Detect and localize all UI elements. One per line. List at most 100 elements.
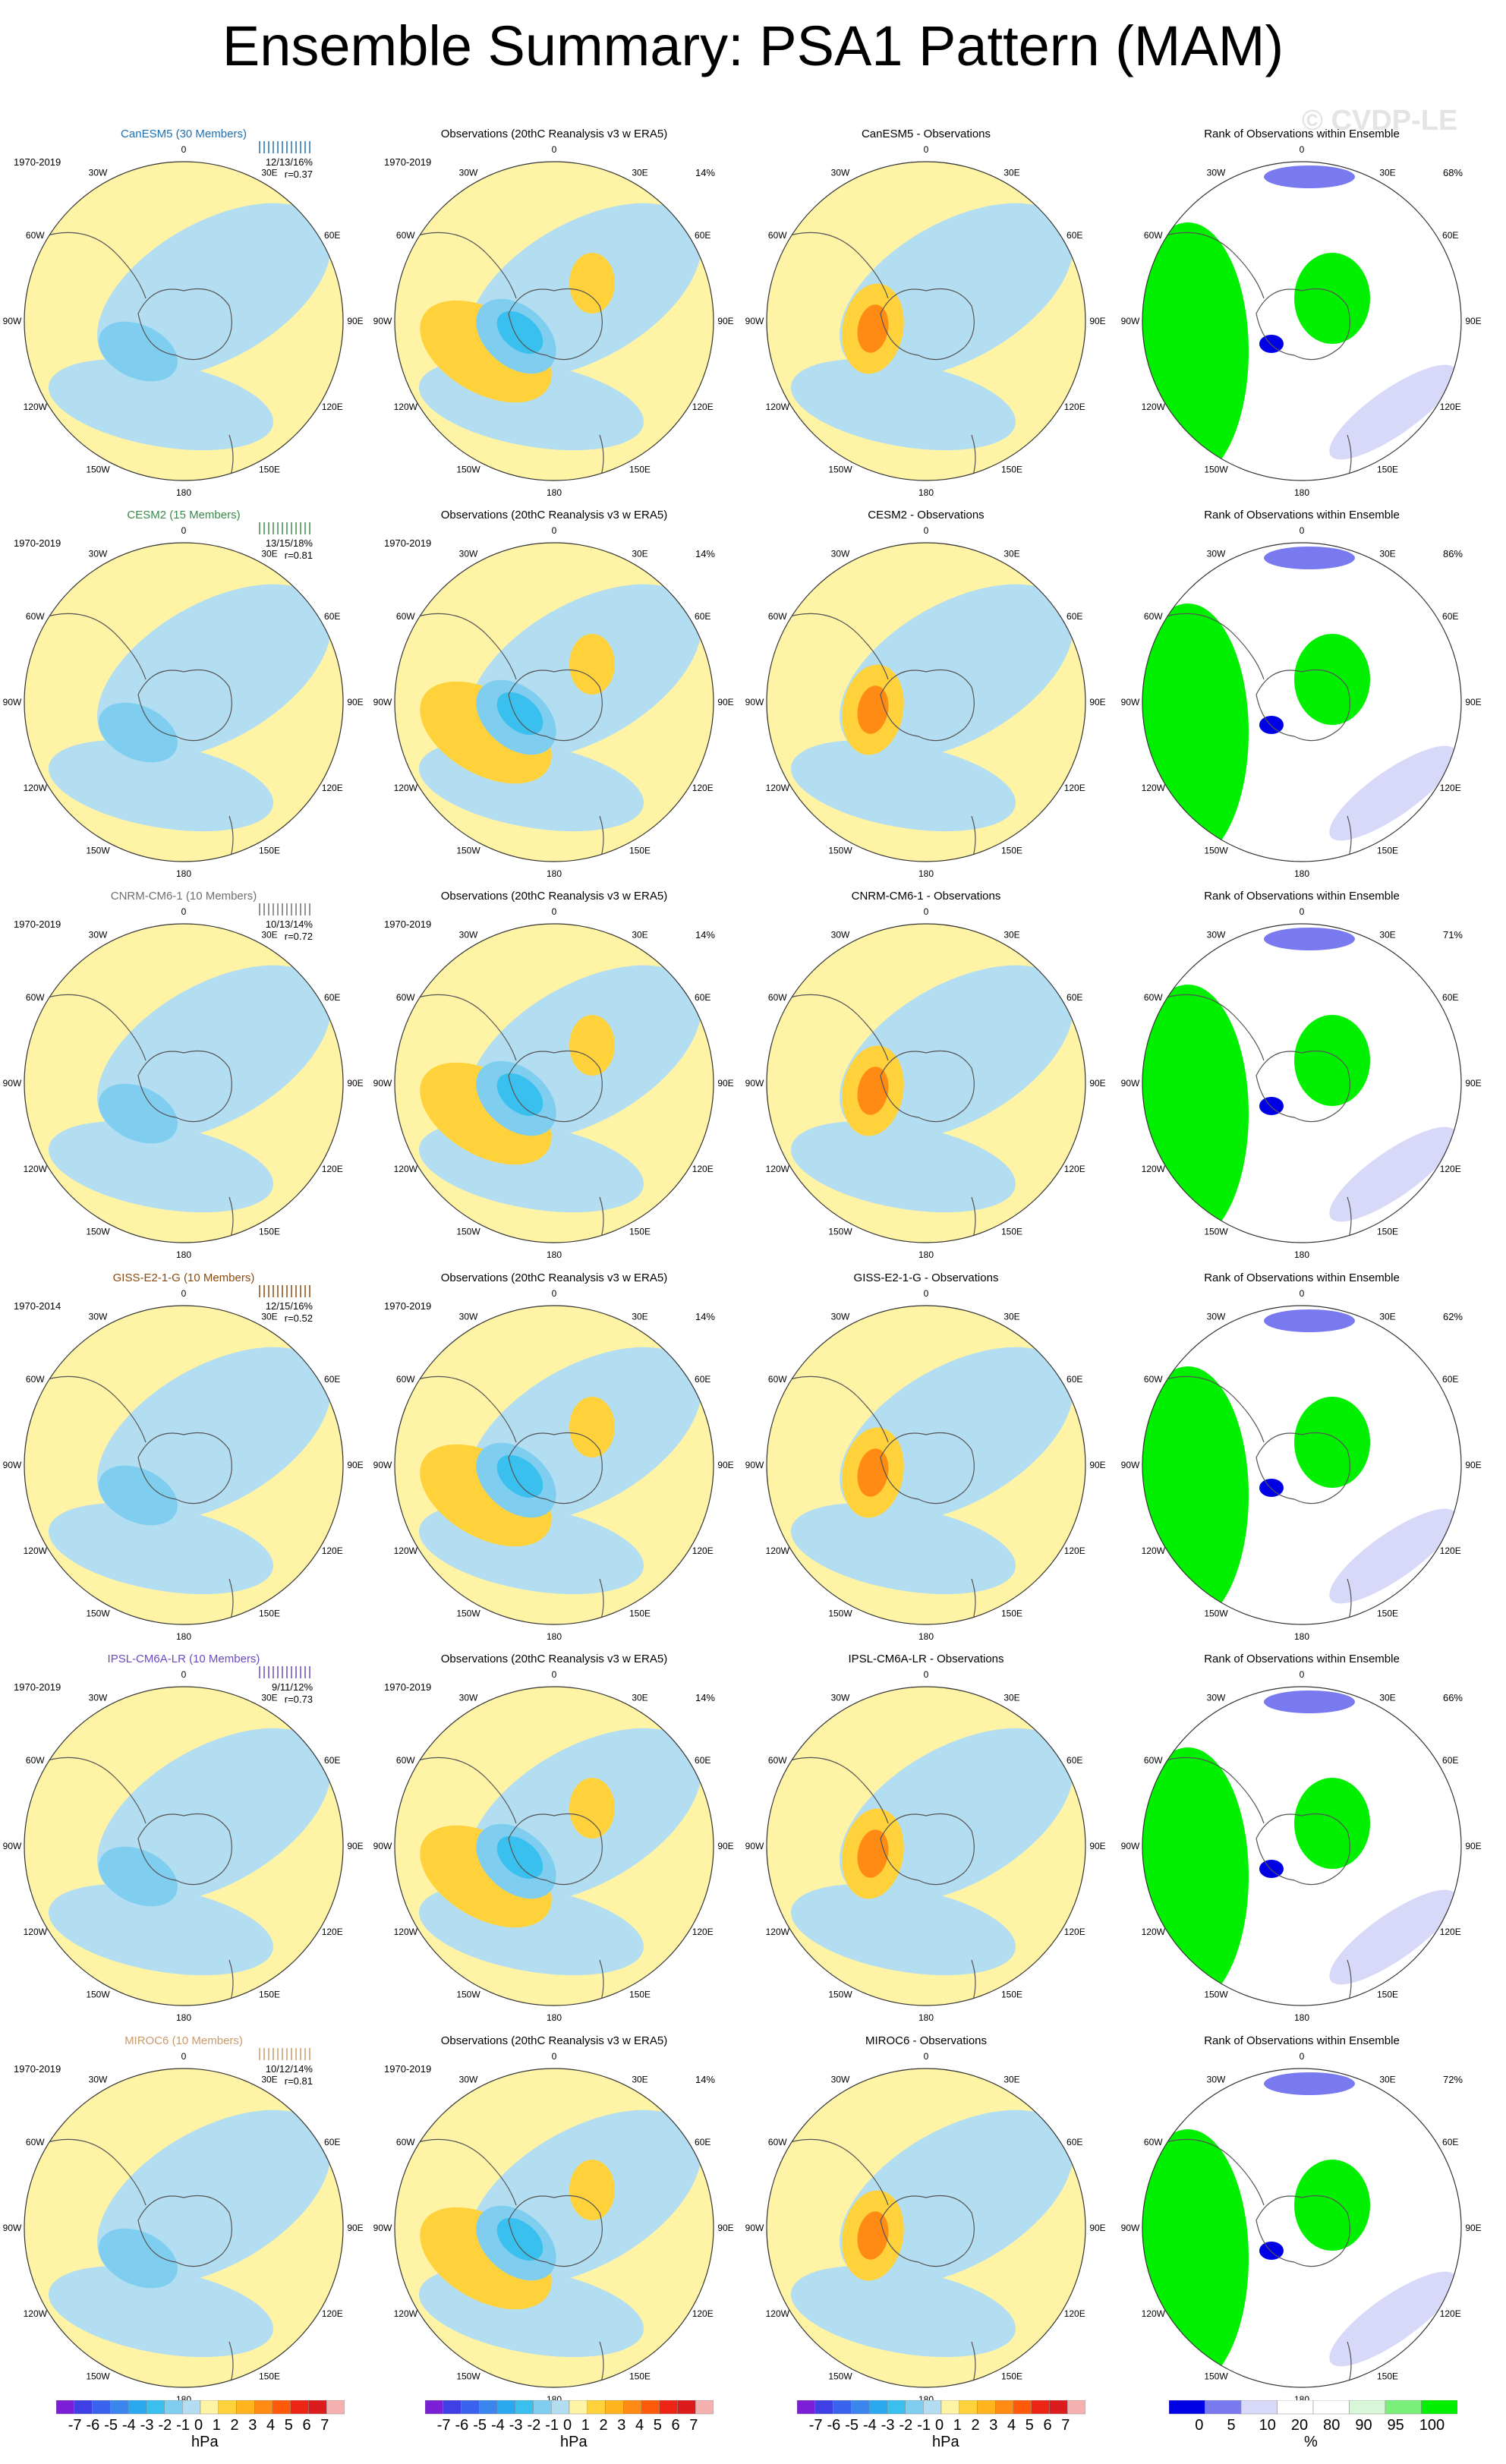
longitude-label: 150W — [456, 1227, 480, 1237]
colorbar-swatch — [796, 2399, 815, 2415]
negative-anomaly-core — [99, 1465, 178, 1526]
longitude-label: 60W — [768, 230, 787, 241]
longitude-label: 30W — [89, 548, 108, 559]
period-label: 1970-2019 — [14, 918, 61, 930]
rank-panel: 0 30E 60E 90E 120E 150E 180 150W 120W 90W 60W 30W Ra… — [1121, 128, 1482, 498]
antarctica-coastline — [1256, 669, 1350, 742]
longitude-label: 30W — [89, 2074, 108, 2084]
longitude-label: 180 — [918, 2012, 934, 2023]
longitude-label: 30E — [1379, 167, 1395, 178]
south-america-coastline — [781, 613, 889, 680]
period-label: 1970-2014 — [14, 1300, 61, 1312]
longitude-label: 180 — [918, 868, 934, 879]
colorbar-swatch — [677, 2399, 696, 2415]
longitude-label: 150E — [629, 2371, 651, 2382]
longitude-label: 60E — [1066, 611, 1082, 622]
longitude-label: 0 — [181, 2051, 187, 2062]
map-boundary — [24, 161, 344, 481]
watermark: © CVDP-LE — [1302, 105, 1458, 137]
longitude-label: 150E — [1001, 846, 1022, 856]
longitude-label: 120W — [766, 783, 790, 793]
longitude-label: 0 — [924, 1288, 929, 1299]
longitude-label: 120W — [24, 402, 48, 412]
colorbar-swatch — [851, 2399, 870, 2415]
longitude-label: 150E — [1001, 1990, 1022, 2000]
rank-low-region — [1329, 364, 1457, 460]
colorbar-tick-label: 0 — [563, 2417, 572, 2434]
longitude-label: 60W — [768, 2137, 787, 2147]
difference-panel: 0 30E 60E 90E 120E 150E 180 150W 120W 90W 60W 30W CN… — [745, 890, 1106, 1260]
negative-anomaly-region — [790, 1883, 1016, 1976]
observations-title: Observations (20thC Reanalysis v3 w ERA5… — [440, 1653, 668, 1665]
longitude-label: 90W — [1121, 2223, 1140, 2233]
rank-high-region — [1294, 1778, 1370, 1869]
south-america-coastline — [1157, 1757, 1265, 1824]
member-ticks-strip — [255, 521, 316, 536]
longitude-label: 30E — [1003, 1692, 1019, 1703]
longitude-label: 180 — [547, 1249, 562, 1260]
negative-anomaly-core — [496, 310, 543, 354]
polar-map: 0 30E 60E 90E 120E 150E 180 150W 120W 90W 60W 30W — [745, 1288, 1106, 1642]
positive-anomaly-core — [857, 1448, 889, 1497]
longitude-label: 0 — [924, 525, 929, 536]
colorbar-tick-label: -2 — [158, 2417, 172, 2434]
colorbar-tick-label: 0 — [935, 2417, 944, 2434]
longitude-label: 120E — [1064, 402, 1085, 412]
colorbar-tick-label: -7 — [436, 2417, 451, 2434]
colorbar-swatch — [1349, 2399, 1386, 2415]
colorbar-tick-label: 2 — [230, 2417, 239, 2434]
south-america-coastline — [409, 994, 517, 1061]
rank-low-region — [1264, 1690, 1355, 1713]
longitude-label: 90W — [3, 697, 22, 707]
negative-anomaly-region — [790, 1502, 1016, 1595]
longitude-label: 90E — [1465, 1460, 1481, 1470]
colorbar-swatch — [55, 2399, 74, 2415]
colorbar-swatch — [833, 2399, 852, 2415]
pct-variance-stats: 9/11/12% — [272, 1681, 313, 1693]
longitude-label: 90E — [1465, 1078, 1481, 1089]
pct-variance: 14% — [695, 548, 715, 559]
pattern-correlation: r=0.73 — [284, 1694, 313, 1705]
negative-anomaly-core — [496, 1454, 543, 1498]
longitude-label: 180 — [547, 487, 562, 498]
rank-percent: 72% — [1442, 2074, 1463, 2085]
period-label: 1970-2019 — [384, 2063, 432, 2075]
colorbar-swatch — [868, 2399, 887, 2415]
polar-map: 0 30E 60E 90E 120E 150E 180 150W 120W 90W 60W 30W — [1121, 1669, 1482, 2023]
positive-anomaly-core — [857, 304, 889, 353]
negative-anomaly-region — [48, 1883, 274, 1976]
colorbar-swatch — [254, 2399, 273, 2415]
south-america-coastline — [1157, 2138, 1265, 2206]
longitude-label: 90W — [1121, 697, 1140, 707]
map-boundary — [766, 161, 1086, 481]
colorbar-tick-label: 100 — [1419, 2417, 1445, 2434]
rank-low-region — [1259, 1479, 1284, 1497]
observations-title: Observations (20thC Reanalysis v3 w ERA5… — [440, 1271, 668, 1284]
colorbar-swatch — [887, 2399, 906, 2415]
map-boundary — [394, 161, 714, 481]
longitude-label: 180 — [176, 2012, 191, 2023]
colorbar-tick-label: -5 — [104, 2417, 118, 2434]
difference-panel: 0 30E 60E 90E 120E 150E 180 150W 120W 90W 60W 30W CE… — [745, 509, 1106, 879]
difference-title: MIROC6 - Observations — [865, 2034, 988, 2047]
longitude-label: 150E — [259, 2371, 280, 2382]
longitude-label: 150W — [828, 1609, 852, 1619]
observations-panel: 0 30E 60E 90E 120E 150E 180 150W 120W 90W 60W 30W Ob… — [373, 1653, 734, 2023]
antarctica-coastline — [137, 1813, 232, 1886]
longitude-label: 90W — [373, 1078, 392, 1089]
colorbar-swatch — [236, 2399, 255, 2415]
colorbar-swatch — [164, 2399, 183, 2415]
colorbar-swatch — [923, 2399, 942, 2415]
longitude-label: 90E — [347, 316, 363, 326]
longitude-label: 30E — [1379, 1311, 1395, 1322]
colorbar-unit: hPa — [560, 2434, 588, 2450]
longitude-label: 120W — [394, 1546, 418, 1556]
colorbar-swatch — [959, 2399, 978, 2415]
observations-panel: 0 30E 60E 90E 120E 150E 180 150W 120W 90W 60W 30W Ob… — [373, 128, 734, 498]
colorbar-tick-label: -2 — [899, 2417, 913, 2434]
longitude-label: 90W — [745, 697, 764, 707]
longitude-label: 150E — [629, 465, 651, 475]
longitude-label: 90W — [1121, 316, 1140, 326]
rank-high-region — [1294, 253, 1370, 344]
colorbar-tick-label: 5 — [284, 2417, 293, 2434]
